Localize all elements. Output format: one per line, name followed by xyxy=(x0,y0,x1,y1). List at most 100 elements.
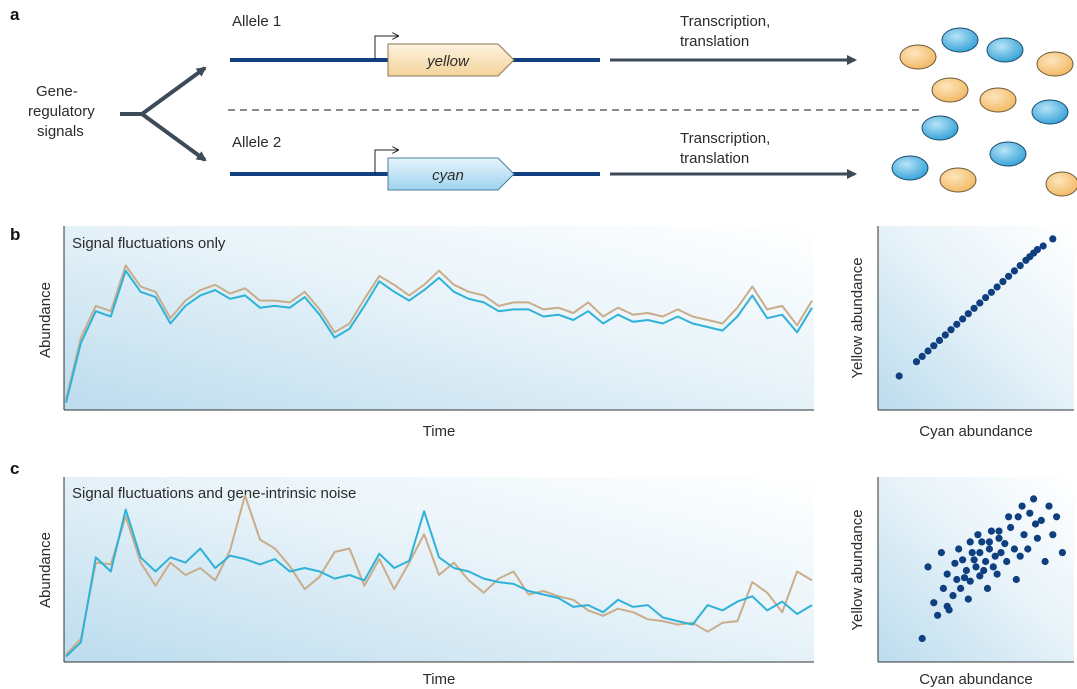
scatter-c-xlabel: Cyan abundance xyxy=(919,671,1032,688)
timeseries-b-ylabel: Abundance xyxy=(37,282,54,358)
scatter-point xyxy=(1007,523,1015,532)
scatter-point xyxy=(924,347,932,355)
scatter-point xyxy=(930,342,938,350)
scatter-point xyxy=(970,556,978,564)
protein-cluster xyxy=(891,27,1077,197)
signals-label-line1: Gene- xyxy=(36,83,78,100)
process-1-line1: Transcription, xyxy=(680,13,770,30)
scatter-point xyxy=(1026,509,1034,517)
scatter-point xyxy=(993,283,1001,291)
timeseries-b-title: Signal fluctuations only xyxy=(72,235,226,252)
scatter-point xyxy=(995,534,1003,542)
yellow-protein xyxy=(899,44,937,70)
cyan-protein xyxy=(891,155,929,181)
scatter-point xyxy=(1005,272,1013,280)
scatter-point xyxy=(1016,552,1024,560)
yellow-protein xyxy=(931,77,969,103)
scatter-point xyxy=(985,545,994,553)
scatter-point xyxy=(1045,502,1053,510)
scatter-point xyxy=(1030,495,1038,503)
timeseries-c-lines xyxy=(65,494,813,658)
scatter-point xyxy=(1005,513,1013,521)
scatter-point xyxy=(980,566,988,575)
panel-a: a Gene- regulatory signals Allele 1 yell… xyxy=(10,5,1077,197)
yellow-gene-label: yellow xyxy=(426,53,470,70)
cyan-gene-label: cyan xyxy=(432,167,464,184)
timeseries-c-frame xyxy=(64,477,814,662)
scatter-point xyxy=(943,570,951,578)
scatter-point xyxy=(1033,246,1041,254)
scatter-point xyxy=(918,352,926,360)
scatter-point xyxy=(968,549,976,557)
timeseries-c-ylabel: Abundance xyxy=(37,532,54,608)
cyan-protein xyxy=(921,115,959,141)
cyan-protein xyxy=(941,27,979,53)
scatter-point xyxy=(972,563,980,571)
signals-label-line2: regulatory xyxy=(28,103,95,120)
allele-2-label: Allele 2 xyxy=(232,134,281,151)
timeseries-b-frame xyxy=(64,226,814,410)
panel-a-letter: a xyxy=(10,5,20,24)
signals-label-line3: signals xyxy=(37,123,84,140)
scatter-point xyxy=(974,531,982,539)
scatter-point xyxy=(966,577,974,585)
yellow-protein xyxy=(979,87,1017,113)
promoter-1-arrow xyxy=(374,36,398,60)
scatter-point xyxy=(1001,540,1009,548)
cyan-protein xyxy=(1031,99,1069,125)
scatter-point xyxy=(976,572,984,580)
scatter-point xyxy=(1014,513,1022,521)
scatter-point xyxy=(1031,520,1040,528)
timeseries-b-lines xyxy=(65,264,813,403)
scatter-point xyxy=(1012,575,1020,584)
scatter-point xyxy=(945,606,953,614)
allele-1-label: Allele 1 xyxy=(232,13,281,30)
branch-arrow xyxy=(120,66,207,162)
scatter-point xyxy=(1049,531,1057,539)
scatter-point xyxy=(997,549,1005,557)
scatter-point xyxy=(966,538,974,546)
timeseries-b-xlabel: Time xyxy=(423,423,456,440)
scatter-point xyxy=(1058,549,1066,557)
cyan-protein xyxy=(989,141,1027,167)
timeseries-c-xlabel: Time xyxy=(423,671,456,688)
cyan-protein xyxy=(986,37,1024,63)
scatter-point xyxy=(982,557,990,566)
scatter-point xyxy=(1039,242,1047,250)
scatter-point xyxy=(1041,557,1049,566)
scatter-point xyxy=(1018,502,1026,510)
scatter-point xyxy=(1003,557,1011,566)
scatter-point xyxy=(912,358,921,366)
scatter-b-frame xyxy=(878,226,1074,410)
scatter-point xyxy=(982,294,990,302)
scatter-point xyxy=(918,634,926,643)
scatter-b-points xyxy=(895,235,1057,380)
scatter-point xyxy=(924,563,932,571)
scatter-point xyxy=(1049,235,1057,243)
scatter-point xyxy=(1037,516,1045,525)
yellow-gene-box xyxy=(387,43,515,77)
yellow-series-line xyxy=(65,264,813,400)
scatter-point xyxy=(999,278,1007,286)
promoter-2-arrow xyxy=(374,150,398,174)
yellow-protein xyxy=(939,167,977,193)
scatter-point xyxy=(1053,513,1061,521)
scatter-point xyxy=(953,320,961,328)
scatter-b-ylabel: Yellow abundance xyxy=(849,257,866,378)
scatter-point xyxy=(987,288,996,296)
scatter-point xyxy=(993,570,1001,578)
scatter-point xyxy=(970,304,978,312)
scatter-point xyxy=(941,331,949,339)
scatter-point xyxy=(953,575,961,584)
scatter-point xyxy=(1033,534,1041,542)
scatter-point xyxy=(1010,267,1019,275)
process-2-line2: translation xyxy=(680,150,749,167)
panel-c-letter: c xyxy=(10,459,19,478)
scatter-point xyxy=(976,299,984,307)
scatter-point xyxy=(985,538,994,546)
scatter-point xyxy=(1024,545,1032,553)
scatter-point xyxy=(959,315,967,323)
scatter-point xyxy=(962,566,971,575)
scatter-point xyxy=(978,538,986,546)
